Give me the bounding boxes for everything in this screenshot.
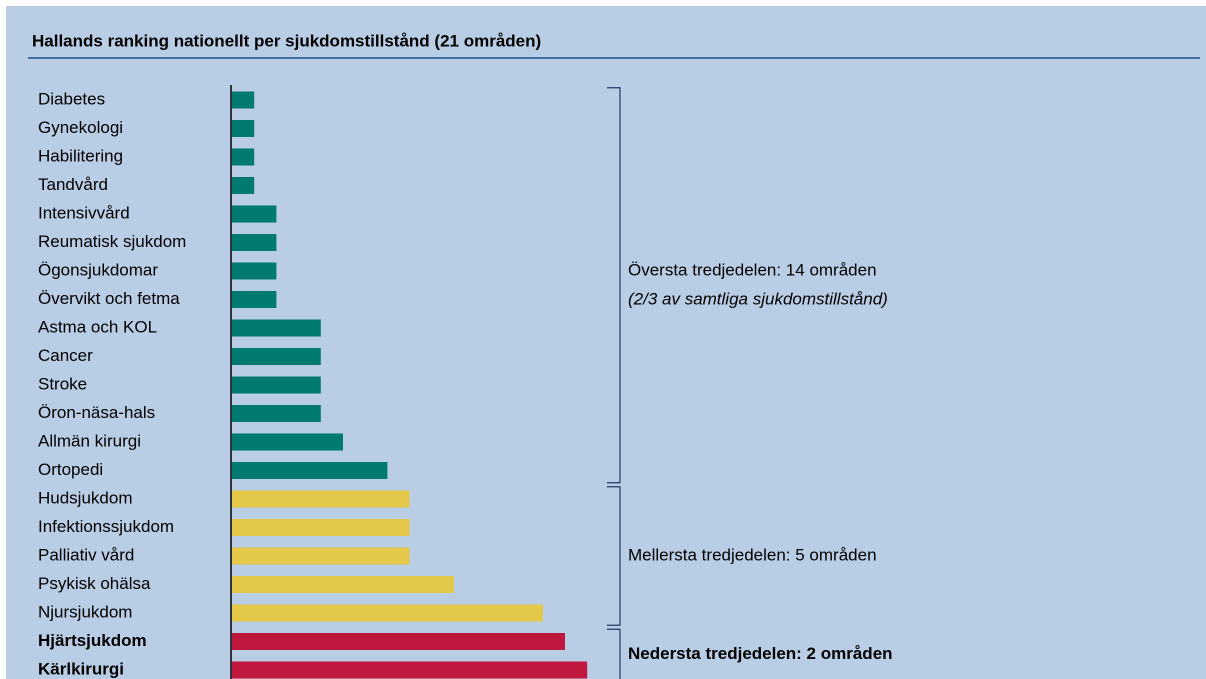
bar (232, 120, 255, 137)
category-label: Öron-näsa-hals (38, 403, 155, 422)
category-label: Habilitering (38, 146, 123, 165)
category-label: Palliativ vård (38, 545, 134, 564)
category-label: Astma och KOL (38, 317, 157, 336)
chart-title: Hallands ranking nationellt per sjukdoms… (32, 31, 541, 50)
bar (232, 519, 410, 536)
group-label: Nedersta tredjedelen: 2 områden (628, 644, 893, 663)
bar (232, 234, 277, 251)
category-label: Cancer (38, 346, 93, 365)
category-label: Infektionssjukdom (38, 517, 174, 536)
bar (232, 633, 565, 650)
bar (232, 604, 543, 622)
bar (232, 462, 388, 479)
group-label: Översta tredjedelen: 14 områden (628, 261, 877, 280)
group-bracket (607, 486, 621, 626)
chart-background (6, 6, 1206, 679)
category-label: Intensivvård (38, 203, 130, 222)
category-label: Reumatisk sjukdom (38, 232, 186, 251)
bar (232, 177, 255, 194)
bar (232, 405, 321, 422)
group-bracket (607, 87, 621, 484)
bar (232, 576, 454, 593)
bar (232, 205, 277, 223)
bar (232, 661, 588, 679)
group-note: (2/3 av samtliga sjukdomstillstånd) (628, 290, 888, 309)
bar (232, 91, 255, 109)
bar (232, 262, 277, 280)
category-label: Gynekologi (38, 118, 123, 137)
bar (232, 376, 321, 394)
category-label: Tandvård (38, 175, 108, 194)
group-bracket (607, 628, 621, 679)
bar (232, 490, 410, 508)
category-label: Njursjukdom (38, 602, 132, 621)
bar (232, 433, 343, 451)
category-label: Övervikt och fetma (38, 289, 180, 308)
category-label: Ortopedi (38, 460, 103, 479)
bar (232, 348, 321, 365)
bar (232, 291, 277, 308)
bar (232, 148, 255, 166)
category-label: Allmän kirurgi (38, 431, 141, 450)
bar (232, 319, 321, 337)
bar (232, 547, 410, 565)
category-label: Psykisk ohälsa (38, 574, 151, 593)
group-label: Mellersta tredjedelen: 5 områden (628, 545, 877, 564)
category-label: Hjärtsjukdom (38, 631, 147, 650)
category-label: Diabetes (38, 89, 105, 108)
category-label: Kärlkirurgi (38, 659, 124, 678)
category-label: Ögonsjukdomar (38, 260, 158, 279)
category-label: Hudsjukdom (38, 488, 133, 507)
category-label: Stroke (38, 374, 87, 393)
